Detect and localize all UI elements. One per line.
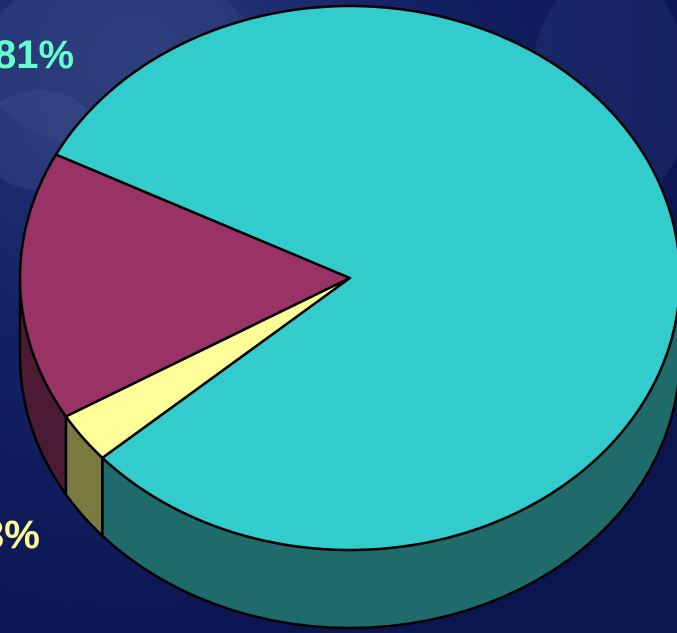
pie-slice-1 xyxy=(18,153,352,418)
pie-slice-2 xyxy=(64,276,352,460)
pie-top-faces xyxy=(18,4,677,552)
pie-slice-0 xyxy=(54,4,677,552)
slice-label-81-percent: 81% xyxy=(0,33,74,77)
slice-label-3-percent: 3% xyxy=(0,513,40,557)
